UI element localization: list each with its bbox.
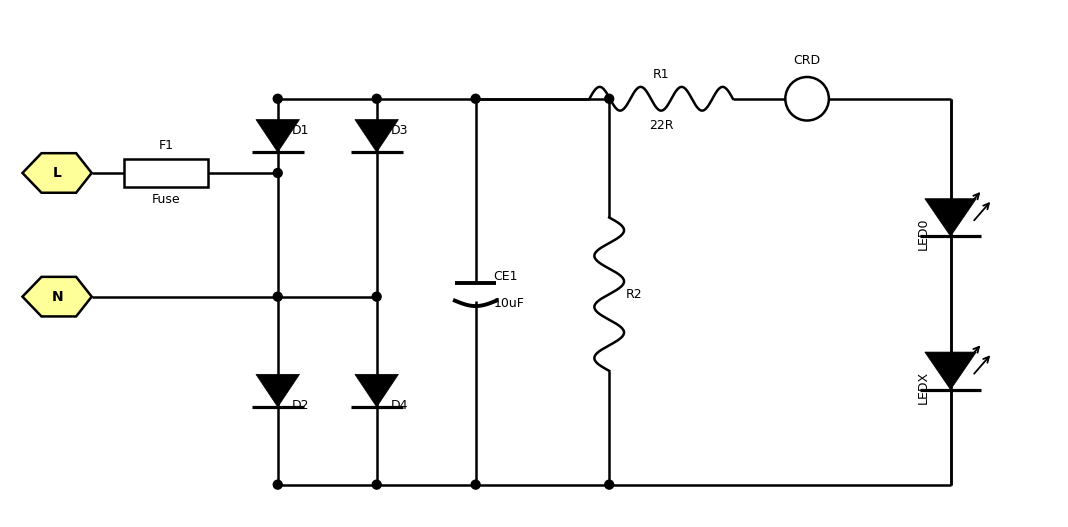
- Text: D2: D2: [292, 398, 309, 412]
- Circle shape: [785, 77, 829, 121]
- Circle shape: [273, 169, 282, 178]
- Circle shape: [273, 94, 282, 103]
- Circle shape: [471, 94, 481, 103]
- Polygon shape: [256, 120, 299, 152]
- Circle shape: [604, 480, 614, 489]
- Circle shape: [373, 94, 381, 103]
- Text: LEDX: LEDX: [916, 371, 929, 404]
- Text: D4: D4: [391, 398, 408, 412]
- Text: D1: D1: [292, 124, 309, 138]
- Text: Fuse: Fuse: [152, 193, 180, 206]
- Text: LED0: LED0: [916, 218, 929, 250]
- Text: L: L: [52, 166, 62, 180]
- Circle shape: [273, 480, 282, 489]
- Text: R1: R1: [653, 68, 670, 81]
- Circle shape: [604, 94, 614, 103]
- Text: 10uF: 10uF: [493, 297, 524, 310]
- Text: F1: F1: [159, 139, 174, 152]
- Polygon shape: [355, 374, 398, 407]
- Text: CE1: CE1: [493, 270, 518, 284]
- Polygon shape: [925, 352, 976, 389]
- Circle shape: [373, 292, 381, 301]
- Text: N: N: [51, 290, 63, 304]
- Polygon shape: [256, 374, 299, 407]
- Text: CRD: CRD: [794, 54, 820, 67]
- Polygon shape: [22, 277, 92, 316]
- Circle shape: [471, 480, 481, 489]
- Text: D3: D3: [391, 124, 408, 138]
- Polygon shape: [22, 153, 92, 193]
- FancyBboxPatch shape: [124, 159, 208, 187]
- Circle shape: [373, 480, 381, 489]
- Polygon shape: [355, 120, 398, 152]
- Polygon shape: [925, 199, 976, 236]
- Text: R2: R2: [626, 288, 643, 301]
- Text: 22R: 22R: [649, 119, 674, 132]
- Circle shape: [273, 292, 282, 301]
